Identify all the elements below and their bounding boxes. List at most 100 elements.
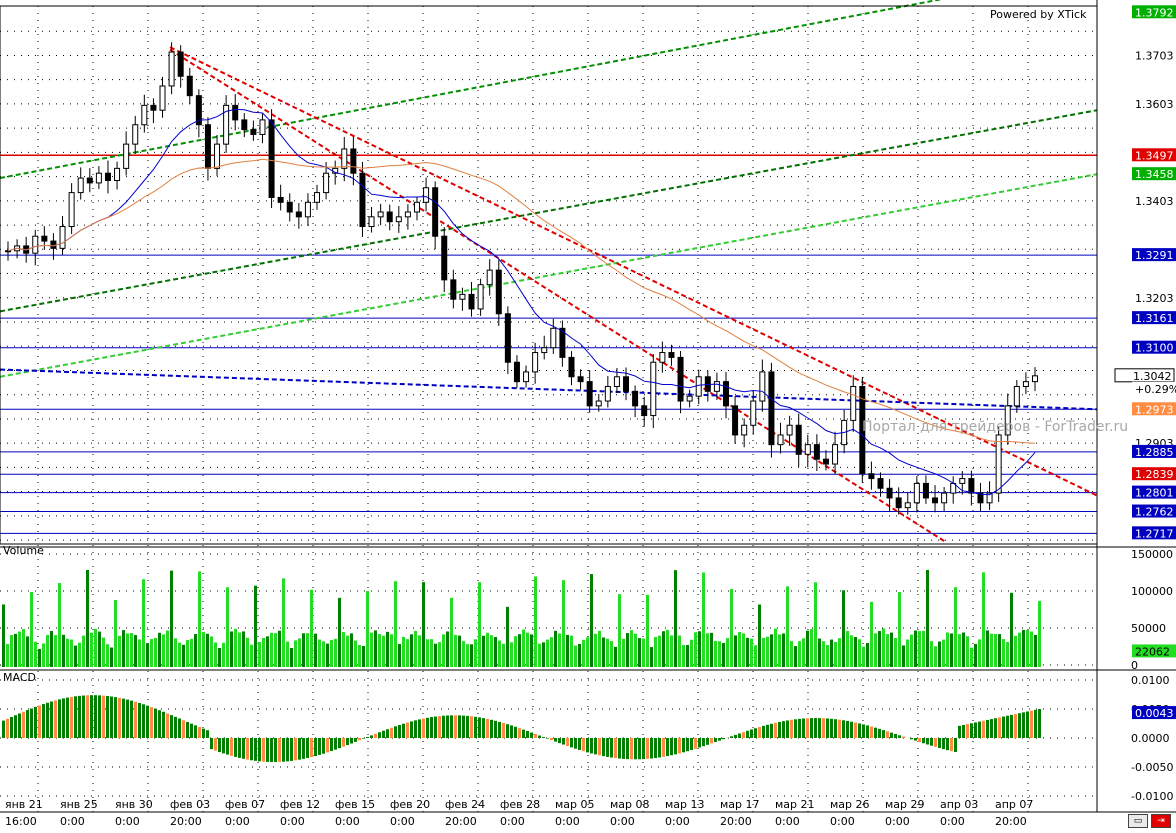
candle-body — [205, 125, 210, 169]
volume-bar — [194, 634, 197, 667]
volume-bar — [310, 590, 313, 667]
candle-body — [396, 217, 401, 222]
price-label-value: 1.3291 — [1135, 249, 1174, 262]
volume-bar — [670, 635, 673, 667]
volume-bar — [662, 631, 665, 667]
candle-body — [496, 270, 501, 314]
volume-bar — [330, 640, 333, 667]
price-label-value: 1.2717 — [1135, 527, 1174, 540]
macd-bar — [254, 738, 257, 761]
volume-bar — [702, 572, 705, 667]
macd-bar — [242, 738, 245, 759]
macd-bar — [670, 738, 673, 755]
candle-body — [115, 168, 120, 180]
x-date-label: апр 03 — [940, 798, 978, 811]
macd-bar — [98, 695, 101, 738]
macd-bar — [334, 738, 337, 750]
x-time-label: 16:00 — [5, 815, 37, 828]
macd-bar — [830, 719, 833, 738]
candle-body — [414, 202, 419, 212]
macd-bar — [218, 738, 221, 752]
volume-tick-label: 150000 — [1131, 548, 1173, 561]
volume-bar — [810, 629, 813, 667]
volume-bar — [498, 641, 501, 667]
volume-bar — [1014, 636, 1017, 667]
candle-body — [651, 362, 656, 415]
price-label-value: 1.3792 — [1135, 6, 1174, 19]
volume-bar — [510, 642, 513, 667]
volume-bar — [722, 643, 725, 667]
macd-bar — [934, 738, 937, 747]
macd-bar — [938, 738, 941, 748]
macd-bar — [178, 719, 181, 738]
volume-bar — [306, 633, 309, 667]
macd-bar — [658, 738, 661, 757]
macd-bar — [954, 738, 957, 752]
grid-toggle-icon[interactable]: ▭ — [1128, 814, 1148, 828]
volume-bar — [266, 636, 269, 667]
x-date-label: мар 08 — [610, 798, 650, 811]
candle-body — [587, 382, 592, 406]
macd-bar — [946, 738, 949, 750]
macd-bar — [194, 725, 197, 738]
macd-bar — [758, 727, 761, 738]
volume-bar — [270, 633, 273, 667]
volume-bar — [414, 631, 417, 667]
macd-tick-label: -0.0100 — [1131, 790, 1173, 803]
candle-body — [1014, 386, 1019, 405]
volume-tick-label: 100000 — [1131, 585, 1173, 598]
macd-bar — [14, 715, 17, 738]
x-date-label: фев 07 — [225, 798, 265, 811]
macd-bar — [578, 738, 581, 750]
volume-bar — [54, 635, 57, 667]
candle-body — [633, 391, 638, 406]
macd-bar — [326, 738, 329, 752]
volume-bar — [114, 600, 117, 667]
volume-bar — [786, 586, 789, 667]
volume-bar — [130, 633, 133, 667]
volume-bar — [374, 630, 377, 667]
macd-bar — [570, 738, 573, 747]
volume-bar — [494, 637, 497, 667]
macd-bar — [142, 704, 145, 738]
volume-bar — [294, 640, 297, 667]
volume-bar — [350, 633, 353, 667]
price-label-value: 1.3497 — [1135, 149, 1174, 162]
volume-bar — [998, 634, 1001, 667]
volume-bar — [602, 637, 605, 667]
volume-bar — [122, 630, 125, 667]
candle-body — [487, 270, 492, 285]
candle-body — [514, 362, 519, 381]
candle-body — [133, 125, 138, 144]
price-tick-label: 1.3703 — [1135, 49, 1174, 62]
price-label-value: 1.3161 — [1135, 312, 1174, 325]
volume-bar — [902, 645, 905, 667]
price-label-value: 1.3042 — [1133, 370, 1172, 383]
volume-bar — [574, 646, 577, 667]
macd-bar — [698, 738, 701, 748]
volume-bar — [438, 642, 441, 667]
volume-bar — [274, 633, 277, 667]
volume-bar — [858, 639, 861, 667]
candle-body — [969, 479, 974, 494]
volume-bar — [18, 632, 21, 667]
macd-bar — [290, 738, 293, 761]
x-date-label: апр 07 — [995, 798, 1033, 811]
macd-bar — [742, 732, 745, 738]
macd-bar — [846, 721, 849, 738]
macd-bar — [306, 738, 309, 758]
volume-bar — [1002, 639, 1005, 667]
macd-bar — [782, 721, 785, 738]
macd-bar — [550, 738, 553, 740]
macd-bar — [990, 719, 993, 738]
volume-bar — [1026, 630, 1029, 667]
candle-body — [424, 188, 429, 203]
exit-icon[interactable]: ⇥ — [1151, 814, 1171, 828]
volume-bar — [78, 643, 81, 667]
volume-bar — [650, 647, 653, 667]
volume-bar — [338, 598, 341, 667]
volume-bar — [46, 635, 49, 667]
candle-body — [160, 86, 165, 110]
